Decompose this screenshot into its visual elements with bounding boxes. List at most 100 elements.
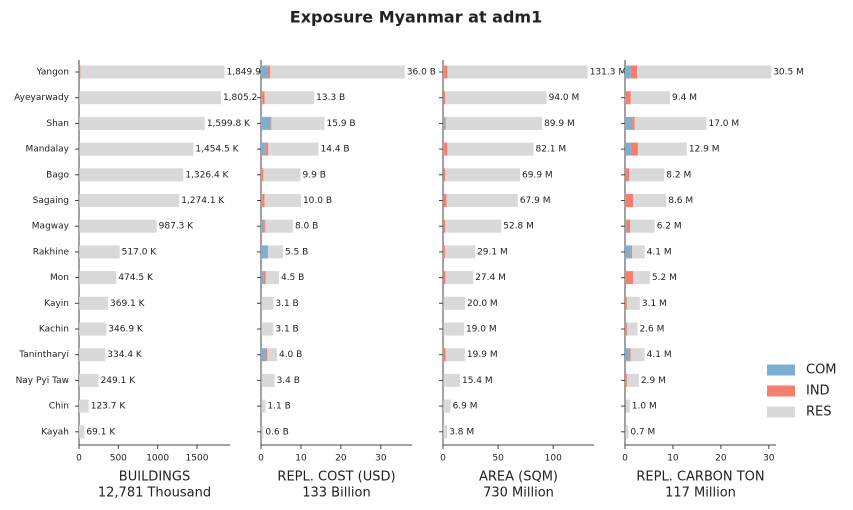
bar-segment: [261, 219, 265, 233]
value-label: 29.1 M: [477, 247, 508, 257]
bar-segment: [265, 271, 279, 285]
bar-segment: [628, 348, 631, 362]
bar-segment: [445, 116, 543, 130]
x-tick-label: 30: [763, 454, 775, 464]
bar-segment: [445, 348, 465, 362]
value-label: 4.1 M: [647, 350, 672, 360]
x-tick-label: 0: [76, 454, 82, 464]
bar-segment: [625, 322, 627, 336]
x-tick-label: 20: [715, 454, 727, 464]
chart-title: Exposure Myanmar at adm1: [290, 8, 542, 27]
value-label: 1,849.9 K: [226, 68, 270, 78]
bar-segment: [443, 322, 464, 336]
value-label: 1,274.1 K: [181, 196, 225, 206]
y-tick-label: Kachin: [39, 325, 69, 335]
bar-segment: [632, 245, 645, 259]
bar-segment: [446, 194, 518, 207]
y-tick-label: Mon: [50, 273, 69, 283]
bar-segment: [261, 322, 262, 336]
value-label: 8.0 B: [295, 222, 318, 232]
y-tick-label: Ayeyarwady: [14, 93, 70, 103]
bar-segment: [263, 168, 301, 182]
x-axis-label: REPL. COST (USD): [277, 470, 395, 485]
bar-segment: [626, 373, 639, 387]
bar-segment: [265, 219, 293, 233]
value-label: 27.4 M: [475, 273, 506, 283]
value-label: 9.9 B: [303, 170, 326, 180]
value-label: 67.9 M: [520, 196, 551, 206]
bar-segment: [634, 116, 707, 130]
bar-segment: [263, 271, 266, 285]
legend-swatch: [767, 364, 795, 376]
bar-segment: [79, 65, 81, 79]
value-label: 334.4 K: [107, 350, 143, 360]
bar-segment: [79, 399, 89, 413]
bar-segment: [447, 142, 534, 156]
legend-label: COM: [806, 363, 837, 378]
value-label: 1,326.4 K: [185, 170, 229, 180]
value-label: 369.1 K: [110, 299, 146, 309]
bar-segment: [630, 245, 633, 259]
bar-segment: [630, 348, 645, 362]
x-tick-label: 30: [375, 454, 387, 464]
value-label: 987.3 K: [159, 222, 195, 232]
bar-segment: [445, 271, 474, 285]
bar-segment: [261, 373, 262, 387]
value-label: 9.4 M: [672, 93, 697, 103]
bar-segment: [261, 425, 264, 439]
bar-segment: [443, 194, 447, 207]
x-axis-note: 117 Million: [665, 486, 736, 501]
y-tick-label: Chin: [49, 402, 69, 412]
bar-segment: [261, 271, 264, 285]
legend-label: RES: [806, 405, 832, 420]
value-label: 474.5 K: [118, 273, 154, 283]
bar-segment: [636, 65, 772, 79]
bar-segment: [79, 271, 117, 285]
bar-segment: [261, 91, 263, 105]
y-tick-label: Yangon: [36, 68, 69, 78]
x-axis-label: REPL. CARBON TON: [636, 470, 764, 485]
bar-segment: [626, 296, 640, 310]
value-label: 5.5 B: [285, 247, 308, 257]
bar-segment: [625, 296, 627, 310]
bar-segment: [625, 425, 629, 439]
y-tick-label: Bago: [46, 170, 69, 180]
x-axis-label: AREA (SQM): [479, 470, 558, 485]
value-label: 17.0 M: [708, 119, 739, 129]
legend-swatch: [767, 385, 795, 397]
value-label: 131.3 M: [590, 68, 626, 78]
bar-segment: [79, 91, 221, 105]
bar-segment: [265, 348, 267, 362]
value-label: 4.5 B: [281, 273, 304, 283]
bar-segment: [625, 271, 626, 285]
bar-segment: [625, 194, 626, 207]
value-label: 3.8 M: [449, 427, 474, 437]
value-label: 69.9 M: [522, 170, 553, 180]
bar-segment: [444, 91, 547, 105]
y-tick-label: Sagaing: [33, 196, 69, 206]
value-label: 69.1 K: [86, 427, 116, 437]
value-label: 3.1 B: [275, 325, 298, 335]
bar-segment: [79, 425, 85, 439]
x-tick-label: 0: [258, 454, 264, 464]
bar-segment: [443, 399, 451, 413]
bar-segment: [267, 245, 269, 259]
value-label: 6.2 M: [657, 222, 682, 232]
value-label: 14.4 B: [321, 145, 350, 155]
bar-segment: [443, 65, 445, 79]
x-tick-label: 0: [622, 454, 628, 464]
bar-segment: [262, 194, 265, 207]
value-label: 123.7 K: [91, 402, 127, 412]
x-tick-label: 500: [110, 454, 127, 464]
bar-segment: [444, 245, 476, 259]
bar-segment: [443, 91, 445, 105]
bar-segment: [625, 245, 631, 259]
bar-segment: [625, 91, 626, 105]
value-label: 15.9 B: [327, 119, 356, 129]
bar-segment: [633, 271, 650, 285]
bar-segment: [79, 168, 184, 182]
bar-segment: [625, 116, 633, 130]
x-axis-note: 12,781 Thousand: [98, 486, 211, 501]
y-tick-label: Kayah: [41, 427, 69, 437]
x-tick-label: 1000: [146, 454, 169, 464]
